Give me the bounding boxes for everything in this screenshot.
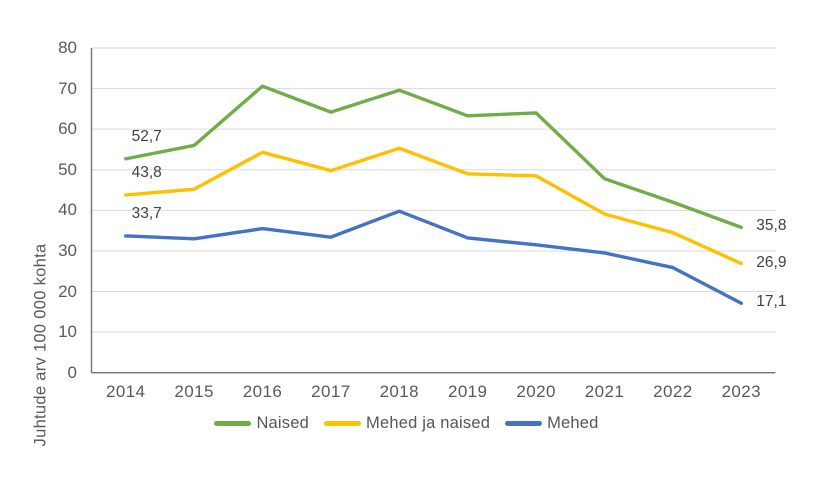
x-tick-label: 2018	[379, 382, 419, 401]
series-line-mehed	[123, 209, 743, 305]
x-tick-label: 2019	[447, 382, 488, 401]
series-line-mehed-ja-naised	[123, 146, 743, 266]
x-tick-label: 2022	[653, 382, 693, 401]
data-label: 26,9	[756, 253, 787, 271]
legend-item-naised: Naised	[214, 414, 309, 433]
legend-marker-icon	[324, 421, 361, 426]
y-tick-label: 30	[58, 240, 77, 260]
data-label: 17,1	[756, 293, 787, 311]
x-tick-label: 2016	[242, 382, 283, 401]
legend-marker-icon	[505, 421, 543, 426]
legend-item-mehed-ja-naised: Mehed ja naised	[324, 414, 490, 433]
legend-label: Mehed ja naised	[366, 414, 491, 432]
data-label: 43,8	[131, 163, 162, 181]
legend-label: Naised	[256, 414, 309, 432]
y-tick-label: 60	[58, 119, 77, 139]
y-tick-label: 40	[58, 200, 77, 220]
x-tick-label: 2023	[721, 382, 761, 401]
x-tick-label: 2020	[516, 382, 556, 401]
y-tick-label: 10	[58, 322, 77, 342]
data-label: 35,8	[756, 217, 787, 235]
legend: Naised Mehed ja naised Mehed	[0, 414, 813, 433]
legend-marker-icon	[214, 421, 252, 426]
y-tick-label: 70	[58, 78, 77, 98]
x-tick-label: 2017	[311, 382, 351, 401]
legend-item-mehed: Mehed	[505, 414, 598, 433]
data-label: 52,7	[131, 127, 162, 145]
x-tick-label: 2014	[105, 382, 146, 401]
x-tick-label: 2015	[174, 382, 214, 401]
y-tick-label: 20	[58, 281, 77, 301]
series-line-naised	[123, 84, 743, 230]
legend-label: Mehed	[547, 414, 599, 432]
y-tick-label: 50	[58, 159, 77, 179]
x-tick-label: 2021	[584, 382, 625, 401]
y-tick-label: 80	[58, 38, 77, 57]
y-tick-label: 0	[67, 362, 77, 382]
data-label: 33,7	[131, 204, 162, 222]
